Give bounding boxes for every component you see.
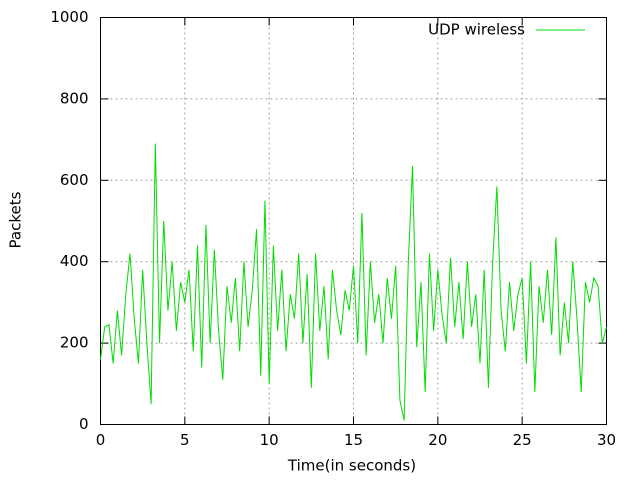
x-tick-label: 20 [428, 431, 447, 449]
y-tick-label: 1000 [50, 8, 88, 26]
x-tick-label: 5 [180, 431, 190, 449]
y-tick-label: 200 [60, 334, 89, 352]
x-tick-label: 30 [597, 431, 616, 449]
y-tick-label: 600 [60, 171, 89, 189]
legend-label: UDP wireless [428, 21, 525, 39]
x-tick-label: 10 [260, 431, 279, 449]
y-tick-label: 0 [79, 415, 89, 433]
y-tick-label: 800 [60, 89, 89, 107]
y-axis-label: Packets [7, 191, 25, 248]
x-tick-label: 15 [344, 431, 363, 449]
x-axis-label: Time(in seconds) [287, 457, 416, 475]
data-line [100, 143, 607, 421]
y-tick-label: 400 [60, 252, 89, 270]
x-tick-label: 0 [96, 431, 106, 449]
x-tick-label: 25 [513, 431, 532, 449]
